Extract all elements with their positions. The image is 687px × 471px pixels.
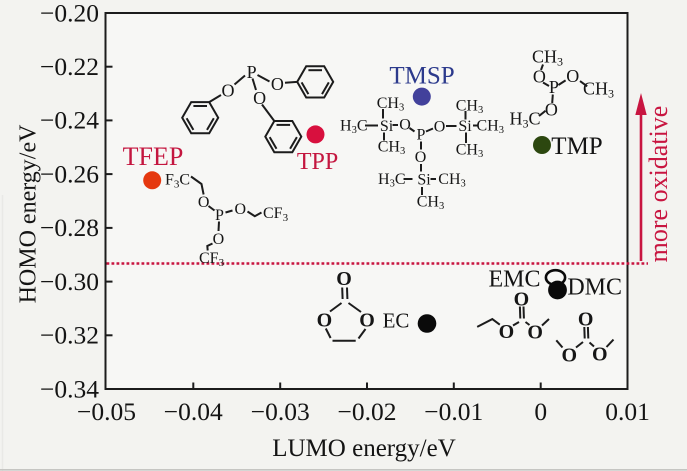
svg-text:CH3: CH3	[583, 79, 614, 101]
svg-text:0.01: 0.01	[605, 397, 650, 426]
svg-text:EMC: EMC	[488, 266, 540, 292]
svg-text:O: O	[514, 289, 530, 311]
svg-text:F3C: F3C	[165, 171, 190, 190]
svg-text:more oxidative: more oxidative	[644, 106, 673, 263]
svg-text:HOMO energy/eV: HOMO energy/eV	[15, 124, 41, 304]
svg-text:P: P	[247, 62, 257, 82]
svg-text:−0.03: −0.03	[251, 397, 310, 426]
svg-text:P: P	[215, 207, 224, 224]
svg-text:−0.02: −0.02	[337, 397, 396, 426]
svg-text:LUMO energy/eV: LUMO energy/eV	[272, 435, 456, 462]
svg-text:O: O	[533, 67, 546, 87]
svg-text:CH3: CH3	[378, 138, 405, 157]
svg-text:TMP: TMP	[551, 133, 602, 160]
svg-text:O: O	[399, 116, 411, 133]
svg-text:TPP: TPP	[297, 149, 338, 175]
svg-text:−0.05: −0.05	[77, 397, 136, 426]
svg-text:TFEP: TFEP	[123, 142, 184, 171]
svg-text:CH3: CH3	[377, 95, 404, 114]
svg-text:0: 0	[534, 397, 547, 426]
svg-text:P: P	[549, 77, 559, 97]
svg-text:O: O	[271, 74, 284, 94]
svg-text:O: O	[499, 321, 515, 343]
svg-text:CH3: CH3	[438, 171, 465, 190]
svg-text:O: O	[253, 88, 266, 108]
svg-text:−0.20: −0.20	[40, 0, 99, 27]
svg-text:O: O	[566, 66, 579, 86]
svg-text:CH3: CH3	[477, 117, 504, 136]
svg-text:CH3: CH3	[456, 97, 483, 116]
svg-text:O: O	[317, 309, 333, 331]
svg-text:DMC: DMC	[567, 275, 622, 301]
svg-text:−0.24: −0.24	[40, 106, 99, 135]
svg-text:−0.04: −0.04	[164, 397, 223, 426]
svg-text:O: O	[359, 310, 375, 332]
svg-text:CH3: CH3	[532, 47, 563, 69]
svg-text:TMSP: TMSP	[389, 63, 454, 90]
svg-text:H3C: H3C	[378, 171, 405, 190]
svg-text:Si: Si	[458, 118, 472, 135]
svg-text:O: O	[235, 201, 247, 218]
svg-text:−0.28: −0.28	[40, 213, 99, 242]
svg-text:O: O	[336, 268, 352, 290]
svg-text:CF3: CF3	[263, 205, 289, 224]
svg-text:−0.34: −0.34	[40, 374, 99, 403]
svg-text:CF3: CF3	[199, 250, 225, 269]
svg-text:−0.30: −0.30	[40, 267, 99, 296]
svg-text:O: O	[527, 322, 543, 344]
svg-text:−0.01: −0.01	[424, 397, 483, 426]
svg-text:EC: EC	[383, 309, 410, 333]
svg-text:O: O	[415, 149, 427, 166]
svg-text:O: O	[545, 100, 558, 120]
svg-text:P: P	[417, 126, 426, 143]
svg-text:CH3: CH3	[417, 194, 444, 213]
svg-text:Si: Si	[380, 118, 394, 135]
svg-text:O: O	[434, 118, 446, 135]
svg-text:O: O	[592, 344, 608, 366]
svg-text:CH3: CH3	[456, 141, 483, 160]
svg-text:O: O	[213, 231, 225, 248]
svg-text:−0.22: −0.22	[40, 52, 99, 81]
svg-text:−0.32: −0.32	[40, 321, 99, 350]
svg-text:O: O	[198, 194, 210, 211]
svg-text:Si: Si	[417, 171, 431, 188]
svg-text:H3C: H3C	[340, 117, 367, 136]
svg-text:O: O	[222, 81, 235, 101]
svg-text:H3C: H3C	[509, 109, 540, 131]
svg-text:O: O	[562, 344, 578, 366]
svg-text:O: O	[578, 309, 594, 331]
svg-text:−0.26: −0.26	[40, 159, 99, 188]
